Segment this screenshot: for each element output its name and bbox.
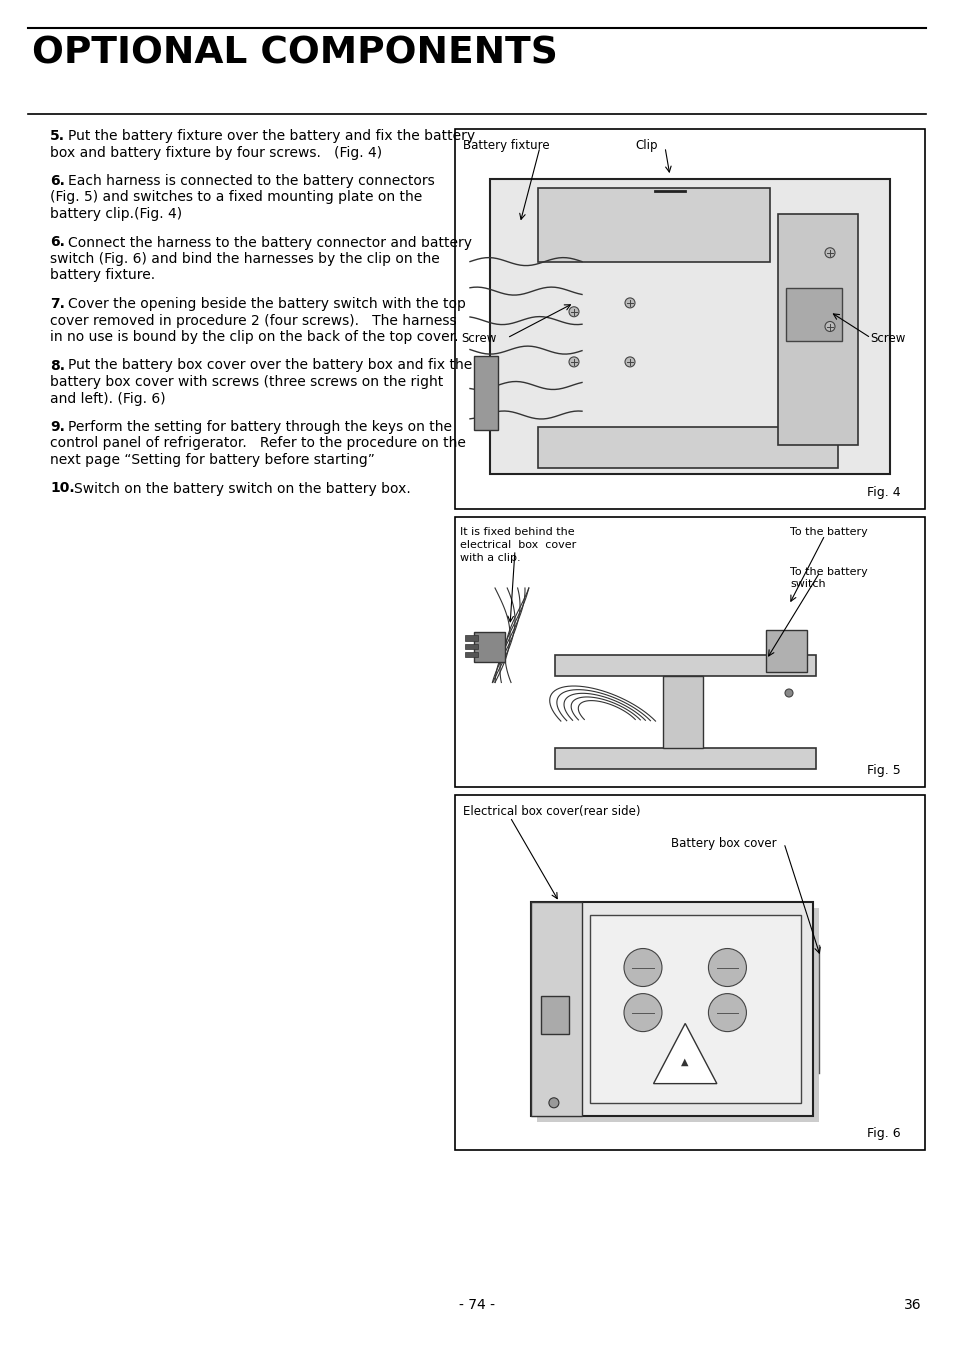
Text: battery box cover with screws (three screws on the right: battery box cover with screws (three scr… xyxy=(50,375,443,389)
Circle shape xyxy=(623,949,661,987)
Text: battery clip.(Fig. 4): battery clip.(Fig. 4) xyxy=(50,207,182,221)
Bar xyxy=(555,748,815,768)
Text: ▲: ▲ xyxy=(680,1057,688,1066)
Text: Put the battery box cover over the battery box and fix the: Put the battery box cover over the batte… xyxy=(68,359,472,373)
Text: 7.: 7. xyxy=(50,297,65,310)
Bar xyxy=(785,288,841,342)
Circle shape xyxy=(708,949,745,987)
Bar xyxy=(555,655,815,676)
Text: switch: switch xyxy=(789,579,824,589)
Circle shape xyxy=(548,1098,558,1108)
Bar xyxy=(765,630,806,672)
Text: Battery fixture: Battery fixture xyxy=(462,139,549,153)
Bar xyxy=(662,676,702,748)
Text: 6.: 6. xyxy=(50,174,65,188)
Text: It is fixed behind the: It is fixed behind the xyxy=(459,526,574,537)
Text: electrical  box  cover: electrical box cover xyxy=(459,540,576,549)
Text: in no use is bound by the clip on the back of the top cover.: in no use is bound by the clip on the ba… xyxy=(50,329,458,344)
Bar xyxy=(540,996,569,1034)
Bar xyxy=(464,644,478,649)
Text: Cover the opening beside the battery switch with the top: Cover the opening beside the battery swi… xyxy=(68,297,465,310)
Circle shape xyxy=(824,321,834,332)
Text: Fig. 4: Fig. 4 xyxy=(866,486,900,500)
Bar xyxy=(537,427,837,468)
Text: - 74 -: - 74 - xyxy=(458,1297,495,1312)
Circle shape xyxy=(624,356,635,367)
Polygon shape xyxy=(653,1023,716,1084)
Text: Connect the harness to the battery connector and battery: Connect the harness to the battery conne… xyxy=(68,235,472,250)
Bar xyxy=(537,909,818,1122)
Text: Put the battery fixture over the battery and fix the battery: Put the battery fixture over the battery… xyxy=(68,130,475,143)
Text: with a clip.: with a clip. xyxy=(459,554,520,563)
Text: To the battery: To the battery xyxy=(789,526,867,537)
Bar xyxy=(474,632,505,662)
Circle shape xyxy=(708,994,745,1031)
Text: Fig. 5: Fig. 5 xyxy=(866,764,900,778)
Text: 5.: 5. xyxy=(50,130,65,143)
Text: Each harness is connected to the battery connectors: Each harness is connected to the battery… xyxy=(68,174,435,188)
Text: Fig. 6: Fig. 6 xyxy=(866,1127,900,1139)
Text: (Fig. 5) and switches to a fixed mounting plate on the: (Fig. 5) and switches to a fixed mountin… xyxy=(50,190,422,204)
Text: Screw: Screw xyxy=(869,332,904,344)
Bar xyxy=(455,517,924,787)
Circle shape xyxy=(568,356,578,367)
Bar xyxy=(531,902,581,1115)
Text: box and battery fixture by four screws.   (Fig. 4): box and battery fixture by four screws. … xyxy=(50,146,382,159)
Circle shape xyxy=(624,298,635,308)
Bar xyxy=(590,915,801,1103)
Text: Electrical box cover(rear side): Electrical box cover(rear side) xyxy=(462,805,639,818)
Text: Screw: Screw xyxy=(460,332,496,344)
Circle shape xyxy=(824,248,834,258)
Text: and left). (Fig. 6): and left). (Fig. 6) xyxy=(50,392,166,405)
Text: control panel of refrigerator.   Refer to the procedure on the: control panel of refrigerator. Refer to … xyxy=(50,436,465,451)
Bar xyxy=(490,180,889,474)
Bar xyxy=(464,652,478,657)
Bar xyxy=(455,130,924,509)
Bar xyxy=(455,795,924,1150)
Text: 10.: 10. xyxy=(50,482,74,495)
Text: 6.: 6. xyxy=(50,235,65,250)
Text: Perform the setting for battery through the keys on the: Perform the setting for battery through … xyxy=(68,420,452,433)
Bar xyxy=(531,902,812,1115)
Text: To the battery: To the battery xyxy=(789,567,867,576)
Bar xyxy=(464,636,478,640)
Bar xyxy=(537,188,769,262)
Text: switch (Fig. 6) and bind the harnesses by the clip on the: switch (Fig. 6) and bind the harnesses b… xyxy=(50,252,439,266)
Text: 36: 36 xyxy=(903,1297,921,1312)
Text: OPTIONAL COMPONENTS: OPTIONAL COMPONENTS xyxy=(32,36,558,72)
Text: 8.: 8. xyxy=(50,359,65,373)
Circle shape xyxy=(623,994,661,1031)
Text: Battery box cover: Battery box cover xyxy=(671,837,776,850)
Text: cover removed in procedure 2 (four screws).   The harness: cover removed in procedure 2 (four screw… xyxy=(50,313,456,328)
Circle shape xyxy=(568,306,578,317)
Text: 9.: 9. xyxy=(50,420,65,433)
Circle shape xyxy=(784,688,792,697)
Text: Clip: Clip xyxy=(635,139,657,153)
Text: battery fixture.: battery fixture. xyxy=(50,269,155,282)
Text: next page “Setting for battery before starting”: next page “Setting for battery before st… xyxy=(50,454,375,467)
Bar xyxy=(474,356,497,429)
Text: Switch on the battery switch on the battery box.: Switch on the battery switch on the batt… xyxy=(74,482,411,495)
Bar xyxy=(778,215,857,444)
